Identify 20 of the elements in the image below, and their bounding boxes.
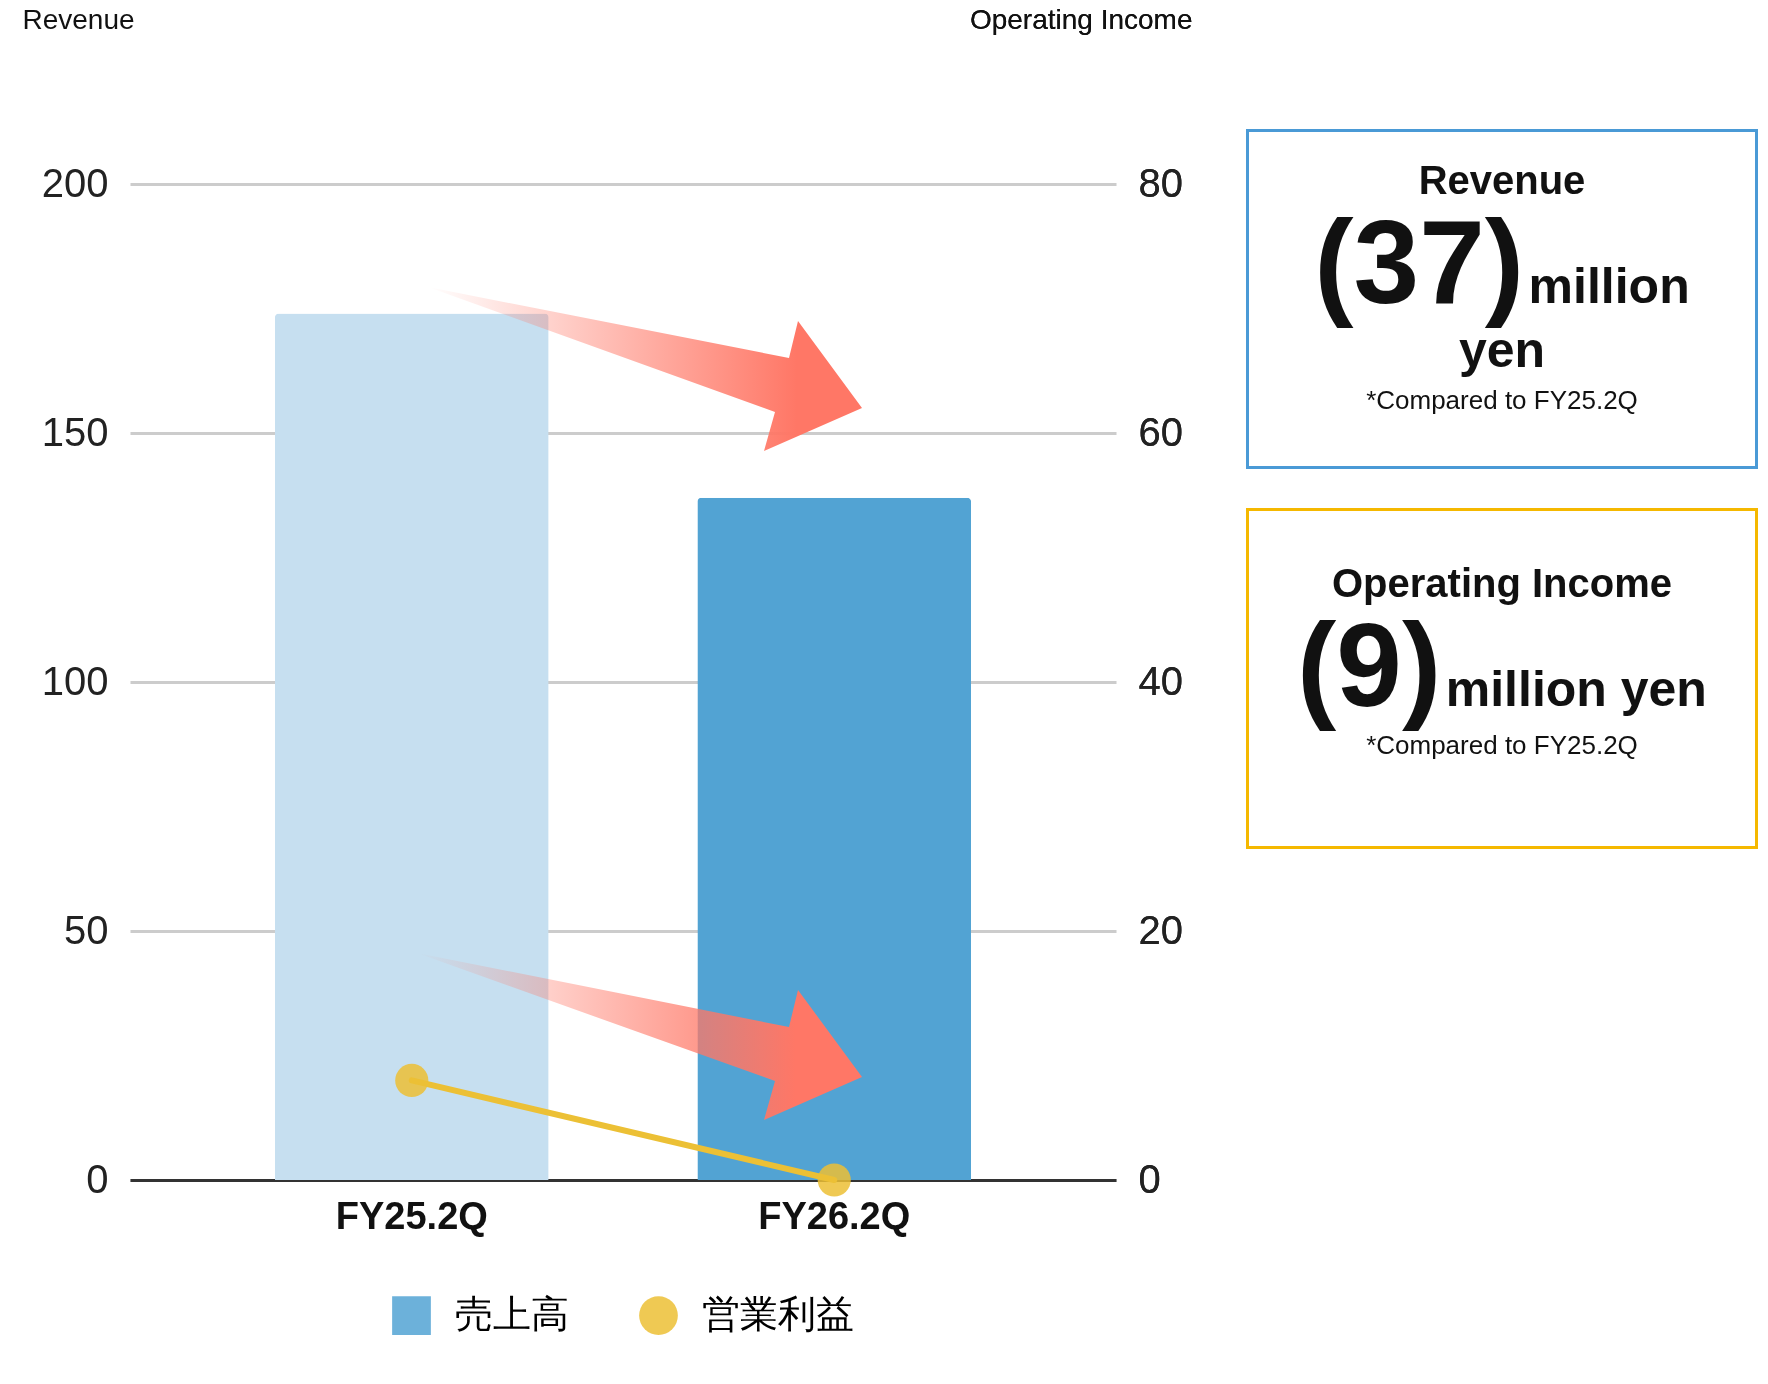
text: *Compared to FY25.2Q [1366, 730, 1639, 761]
y-tick-label: 50 [64, 907, 109, 952]
text: Revenue [1417, 158, 1587, 203]
legend-label: 売上高 [455, 1291, 569, 1336]
y-tick-label: 100 [41, 658, 109, 703]
text: *Compared to FY25.2Q [1365, 385, 1639, 416]
y2-tick-label: 20 [1138, 907, 1183, 952]
x-tick-label: FY26.2Q [758, 1194, 911, 1237]
y2-tick-label: 80 [1138, 160, 1183, 205]
y-tick-label: 150 [41, 409, 109, 454]
legend-label: 営業利益 [702, 1291, 854, 1336]
y2-tick-label: 60 [1138, 409, 1183, 454]
y-tick-label: 200 [41, 160, 109, 205]
y2-tick-label: 0 [1138, 1156, 1161, 1201]
y-axis-title: Revenue [22, 3, 135, 35]
y2-tick-label: 40 [1138, 658, 1183, 703]
y2-axis-title: Operating Income [969, 3, 1193, 35]
y-tick-label: 0 [86, 1156, 109, 1201]
text: million yen [1445, 661, 1707, 717]
x-tick-label: FY25.2Q [335, 1194, 488, 1237]
